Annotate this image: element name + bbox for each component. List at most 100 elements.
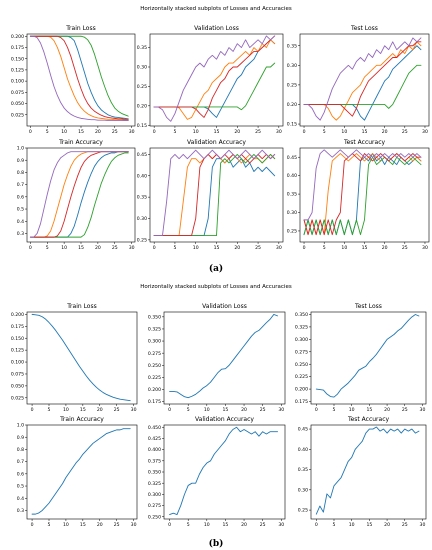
a-train-loss-ytick-label: 0.150 [11,56,24,62]
a-validation-accuracy-ytick-label: 0.45 [137,152,147,158]
b-validation-accuracy-ytick-label: 0.375 [148,458,161,464]
b-validation-accuracy-xtick-label: 0 [168,522,171,528]
b-validation-loss-xtick-label: 30 [278,407,284,413]
b-train-accuracy-subplot: Train Accuracy 0 5 10 15 20 25 30 0.3 0.4 0.5 0.6 0.… [17,416,138,528]
a-validation-accuracy-series-3-line [153,153,276,237]
a-train-loss-xtick-label: 30 [129,129,135,135]
a-train-accuracy-ytick-label: 0.9 [17,158,24,164]
a-validation-accuracy-xtick-label: 25 [255,245,261,251]
b-validation-accuracy-ytick-label: 0.325 [148,481,161,487]
b-test-loss-xtick-label: 20 [384,407,390,413]
a-validation-loss-series-5-line [153,35,276,122]
a-validation-accuracy-xtick-label: 10 [193,245,199,251]
b-test-accuracy-xtick-label: 10 [349,522,355,528]
a-test-loss-xtick-label: 15 [362,129,368,135]
b-train-accuracy-ytick-label: 0.6 [17,471,24,477]
b-test-accuracy-ytick-label: 0.30 [298,487,308,493]
a-train-accuracy-xtick-label: 25 [112,245,118,251]
b-train-loss-series-1-line [31,313,131,402]
b-test-accuracy-title: Test Accuracy [347,416,390,423]
b-test-loss-ytick-label: 0.225 [295,374,308,380]
a-validation-accuracy-ytick-label: 0.35 [137,195,147,201]
b-validation-accuracy-ytick-label: 0.350 [148,470,161,476]
b-validation-accuracy-ytick-label: 0.250 [148,514,161,520]
a-train-accuracy-series-1-line [29,151,129,238]
a-train-loss-ytick-label: 0.200 [11,34,24,40]
b-train-accuracy-ytick-label: 0.7 [17,459,24,465]
figure-b: Horizontally stacked subplots of Losses … [11,284,427,549]
a-test-accuracy-xtick-label: 5 [323,245,326,251]
b-train-accuracy-xtick-label: 20 [97,522,103,528]
a-validation-accuracy-series-5-line [153,149,276,237]
b-test-loss-ytick-label: 0.275 [295,349,308,355]
b-train-accuracy-xtick-label: 5 [48,522,51,528]
a-test-accuracy-series-5-line [303,149,422,221]
a-train-loss-ytick-label: 0.025 [11,112,24,118]
a-validation-accuracy-xtick-label: 0 [153,245,156,251]
b-validation-loss-xtick-label: 5 [187,407,190,413]
b-train-loss-ytick-label: 0.050 [11,383,24,389]
b-validation-accuracy-subplot: Validation Accuracy 0 5 10 15 20 25 30 0.250 0.27… [148,416,286,528]
a-validation-loss-ytick-label: 0.35 [137,45,147,51]
a-test-accuracy-series-1-line [303,153,422,236]
a-test-loss-xtick-label: 0 [303,129,306,135]
a-validation-accuracy-xtick-label: 5 [173,245,176,251]
b-test-accuracy-xtick-label: 25 [402,522,408,528]
b-validation-loss-ytick-label: 0.250 [148,363,161,369]
a-validation-accuracy-ytick-label: 0.25 [137,237,147,243]
b-test-accuracy-axes-frame [310,424,427,520]
a-train-accuracy-ytick-label: 0.3 [17,231,24,237]
a-validation-accuracy-xtick-label: 30 [276,245,282,251]
a-train-loss-series-3-line [29,35,129,117]
a-train-loss-xtick-label: 5 [46,129,49,135]
a-train-loss-ytick-label: 0.175 [11,45,24,51]
b-train-accuracy-axes-frame [26,424,138,520]
b-test-loss-xtick-label: 5 [333,407,336,413]
b-test-loss-xtick-label: 0 [315,407,318,413]
b-validation-loss-xtick-label: 20 [241,407,247,413]
b-test-loss-title: Test Loss [354,303,382,310]
b-validation-accuracy-ytick-label: 0.450 [148,425,161,431]
a-train-accuracy-ytick-label: 0.6 [17,194,24,200]
b-train-loss-ytick-label: 0.075 [11,372,24,378]
a-test-accuracy-axes-frame [299,147,430,243]
figure-b-suptitle: Horizontally stacked subplots of Losses … [140,284,292,290]
b-train-accuracy-xtick-label: 30 [131,522,137,528]
b-test-accuracy-xtick-label: 20 [384,522,390,528]
b-train-loss-xtick-label: 30 [131,407,137,413]
a-validation-loss-title: Validation Loss [194,25,239,32]
a-test-accuracy-series-4-line [303,153,422,236]
a-test-accuracy-xtick-label: 25 [402,245,408,251]
b-test-loss-xtick-label: 10 [349,407,355,413]
a-validation-loss-xtick-label: 10 [193,129,199,135]
b-test-loss-ytick-label: 0.175 [295,399,308,405]
b-test-loss-xtick-label: 25 [402,407,408,413]
b-validation-accuracy-ytick-label: 0.300 [148,492,161,498]
a-validation-accuracy-xtick-label: 15 [214,245,220,251]
b-validation-accuracy-title: Validation Accuracy [195,416,254,423]
a-test-loss-series-2-line [303,41,422,121]
b-validation-loss-axes-frame [163,311,286,405]
b-test-loss-xtick-label: 30 [420,407,426,413]
b-validation-loss-xtick-label: 10 [204,407,210,413]
a-train-loss-axes-frame [26,33,136,127]
b-train-accuracy-ytick-label: 0.8 [17,447,24,453]
a-train-accuracy-xtick-label: 5 [46,245,49,251]
a-validation-loss-series-4-line [153,35,276,118]
b-test-accuracy-series-1-line [315,426,420,515]
a-test-accuracy-ytick-label: 0.40 [287,173,297,179]
b-test-loss-axes-frame [310,311,427,405]
a-train-loss-subplot: Train Loss 0 5 10 15 20 25 30 0.025 0.050 0.075 0.1… [11,25,136,135]
b-validation-loss-ytick-label: 0.225 [148,375,161,381]
figure-b-label: (b) [209,538,224,549]
figure-a-subplots: Train Loss 0 5 10 15 20 25 30 0.025 0.050 0.075 0.1… [11,25,430,251]
a-test-loss-series-3-line [303,64,422,109]
b-train-loss-xtick-label: 15 [80,407,86,413]
b-validation-accuracy-ytick-label: 0.275 [148,503,161,509]
a-train-loss-series-4-line [29,35,129,120]
b-validation-loss-ytick-label: 0.175 [148,399,161,405]
b-train-loss-xtick-label: 20 [97,407,103,413]
a-test-accuracy-ytick-label: 0.25 [287,229,297,235]
b-train-accuracy-ytick-label: 0.3 [17,508,24,514]
b-validation-loss-ytick-label: 0.200 [148,387,161,393]
